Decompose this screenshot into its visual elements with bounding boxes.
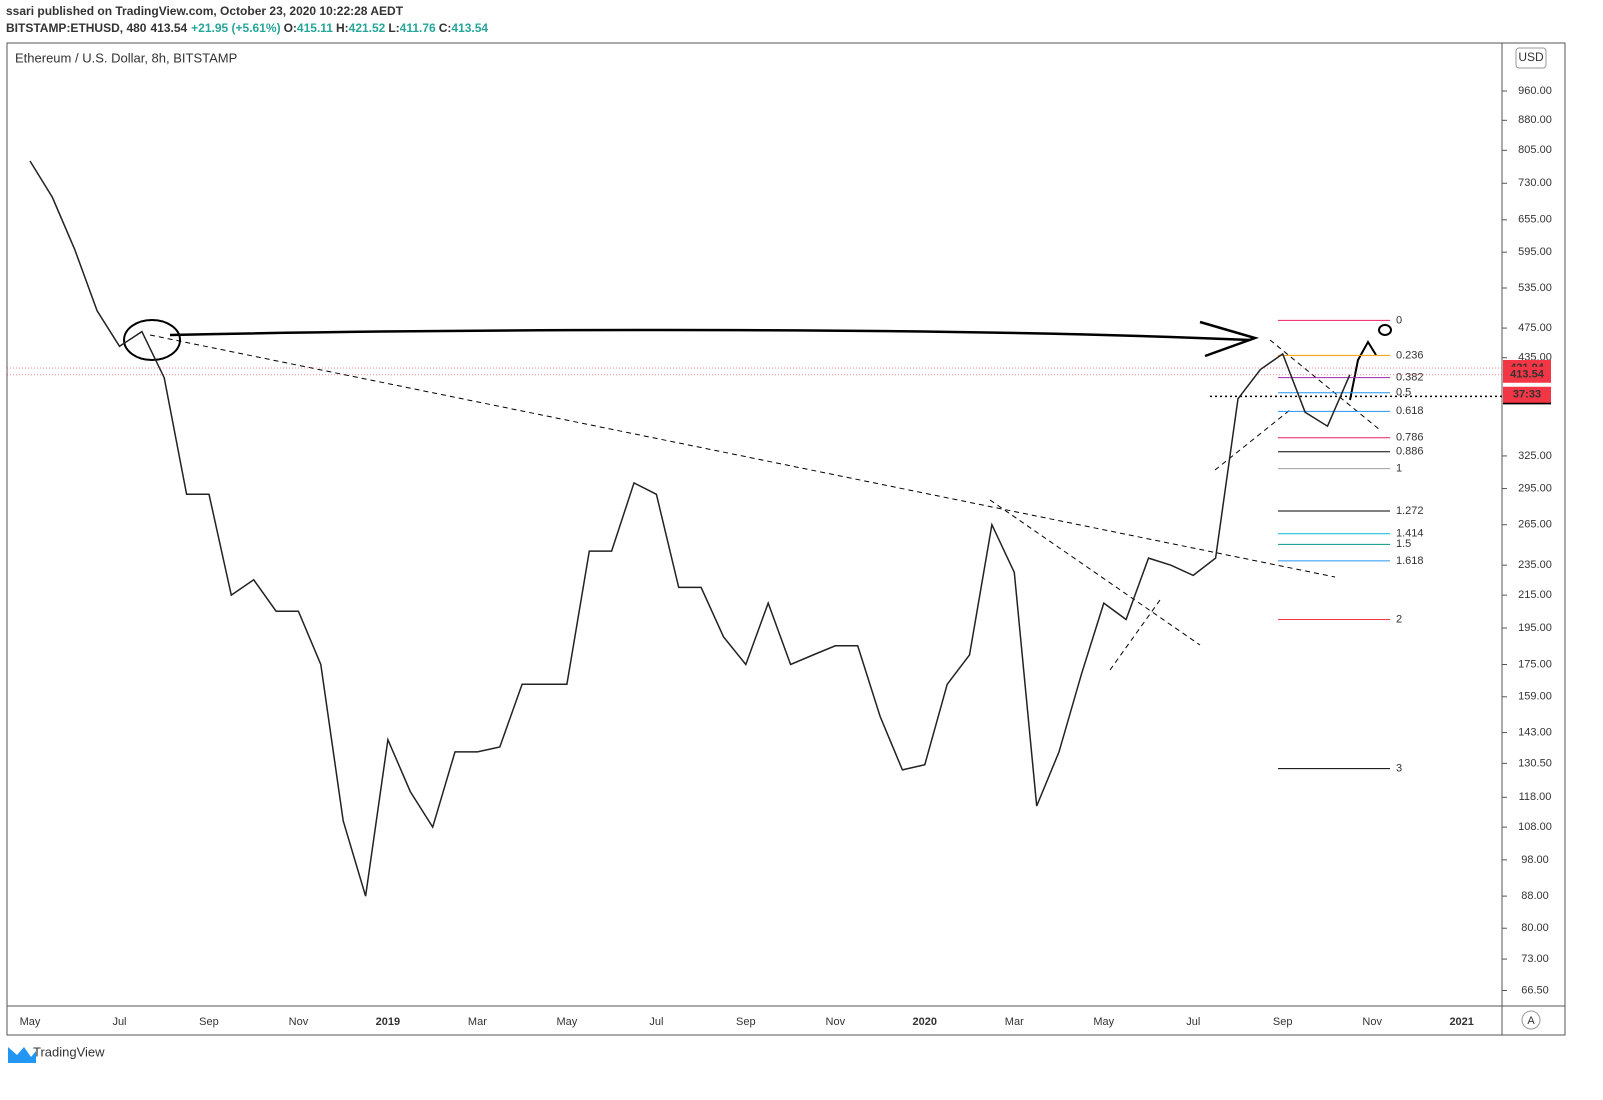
y-tick-label: 98.00: [1521, 854, 1549, 866]
fib-label: 1.414: [1396, 528, 1424, 540]
currency: USD: [1518, 50, 1544, 64]
x-tick-label: 2020: [913, 1016, 937, 1028]
fib-label: 1.618: [1396, 555, 1424, 567]
y-tick-label: 655.00: [1518, 214, 1552, 226]
ohlc-value: 411.76: [400, 21, 436, 35]
y-tick-label: 118.00: [1519, 791, 1552, 803]
x-tick-label: Sep: [199, 1016, 219, 1028]
y-tick-label: 880.00: [1518, 114, 1552, 126]
change: +21.95 (+5.61%): [191, 21, 280, 35]
last-price: 413.54: [150, 21, 187, 35]
x-tick-label: May: [1093, 1016, 1114, 1028]
y-tick-label: 175.00: [1518, 658, 1552, 670]
ohlc-key: H:: [336, 21, 349, 35]
price-tag: [1503, 366, 1551, 383]
fib-label: 0.5: [1396, 387, 1411, 399]
x-tick-label: Sep: [736, 1016, 756, 1028]
fib-label: 0.236: [1396, 349, 1424, 361]
x-tick-label: Nov: [289, 1016, 309, 1028]
x-tick-label: 2019: [376, 1016, 400, 1028]
countdown-box: [1503, 386, 1551, 403]
y-tick-label: 108.00: [1518, 821, 1552, 833]
y-tick-label: 143.00: [1518, 726, 1552, 738]
ohlc-key: C:: [439, 21, 452, 35]
x-tick-label: Sep: [1273, 1016, 1293, 1028]
x-tick-label: 2021: [1449, 1016, 1473, 1028]
x-tick-label: Nov: [826, 1016, 846, 1028]
fib-label: 0: [1396, 314, 1402, 326]
trend-line: [1269, 339, 1381, 431]
trend-line: [1214, 409, 1291, 471]
drawings: [123, 319, 1392, 671]
y-tick-label: 475.00: [1518, 322, 1552, 334]
y-tick-label: 80.00: [1521, 922, 1549, 934]
y-tick-label: 73.00: [1521, 953, 1549, 965]
frame: [6, 42, 1566, 1036]
x-tick-label: May: [20, 1016, 41, 1028]
currency-box[interactable]: [1515, 47, 1547, 69]
trend-line: [149, 334, 1336, 578]
auto-scale-button[interactable]: [1521, 1010, 1541, 1030]
price-tag-label: 413.54: [1510, 369, 1545, 381]
ohlc-value: 415.11: [297, 21, 333, 35]
x-tick-label: May: [556, 1016, 577, 1028]
y-tick-label: 235.00: [1518, 559, 1552, 571]
y-tick-label: 325.00: [1518, 450, 1552, 462]
y-tick-label: 195.00: [1518, 622, 1552, 634]
logo: [8, 1047, 36, 1063]
y-tick-label: 535.00: [1518, 282, 1552, 294]
arrow-drawing: [169, 328, 1251, 342]
y-tick-label: 130.50: [1518, 757, 1552, 769]
x-tick-label: Mar: [468, 1016, 487, 1028]
ohlc-value: 421.52: [349, 21, 386, 35]
fib-label: 3: [1396, 762, 1402, 774]
path-drawing: [1349, 340, 1377, 401]
fib-label: 1: [1396, 463, 1402, 475]
y-tick-label: 88.00: [1521, 890, 1549, 902]
symbol: BITSTAMP:ETHUSD, 480 413.54 +21.95 (+5.61%…: [6, 21, 488, 35]
y-tick-label: 66.50: [1521, 984, 1549, 996]
fib-label: 1.272: [1396, 505, 1424, 517]
trend-line: [989, 499, 1201, 646]
y-tick-label: 805.00: [1518, 144, 1552, 156]
brand: TradingView: [33, 1044, 105, 1059]
x-tick-label: Jul: [112, 1016, 126, 1028]
fib-label: 1.5: [1396, 538, 1411, 550]
price-line-series: [29, 160, 1351, 897]
y-tick-label: 215.00: [1518, 589, 1552, 601]
arrow-head: [1199, 320, 1260, 358]
y-tick-label: 960.00: [1518, 85, 1552, 97]
target-drawing: [1378, 324, 1392, 336]
trend-line: [1109, 599, 1161, 671]
y-tick-label: 295.00: [1518, 482, 1552, 494]
fib-label: 0.886: [1396, 446, 1424, 458]
x-tick-label: Jul: [649, 1016, 663, 1028]
fib-label: 0.618: [1396, 405, 1424, 417]
fib-label: 0.786: [1396, 432, 1424, 444]
ohlc-value: 413.54: [451, 21, 488, 35]
x-tick-label: Jul: [1186, 1016, 1200, 1028]
y-tick-label: 730.00: [1518, 177, 1552, 189]
ohlc-key: L:: [388, 21, 399, 35]
x-tick-label: Mar: [1005, 1016, 1024, 1028]
countdown: 37:33: [1513, 389, 1541, 401]
y-tick-label: 265.00: [1518, 519, 1552, 531]
fib-label: 2: [1396, 613, 1402, 625]
circle-drawing: [123, 319, 181, 361]
ohlc-key: O:: [284, 21, 297, 35]
auto-scale-label: A: [1527, 1015, 1535, 1027]
chart-title: Ethereum / U.S. Dollar, 8h, BITSTAMP: [15, 50, 237, 65]
fib-label: 0.382: [1396, 372, 1424, 384]
publisher: ssari published on TradingView.com, Octo…: [6, 4, 404, 18]
x-tick-label: Nov: [1362, 1016, 1382, 1028]
y-tick-label: 595.00: [1518, 246, 1552, 258]
y-tick-label: 159.00: [1518, 691, 1552, 703]
